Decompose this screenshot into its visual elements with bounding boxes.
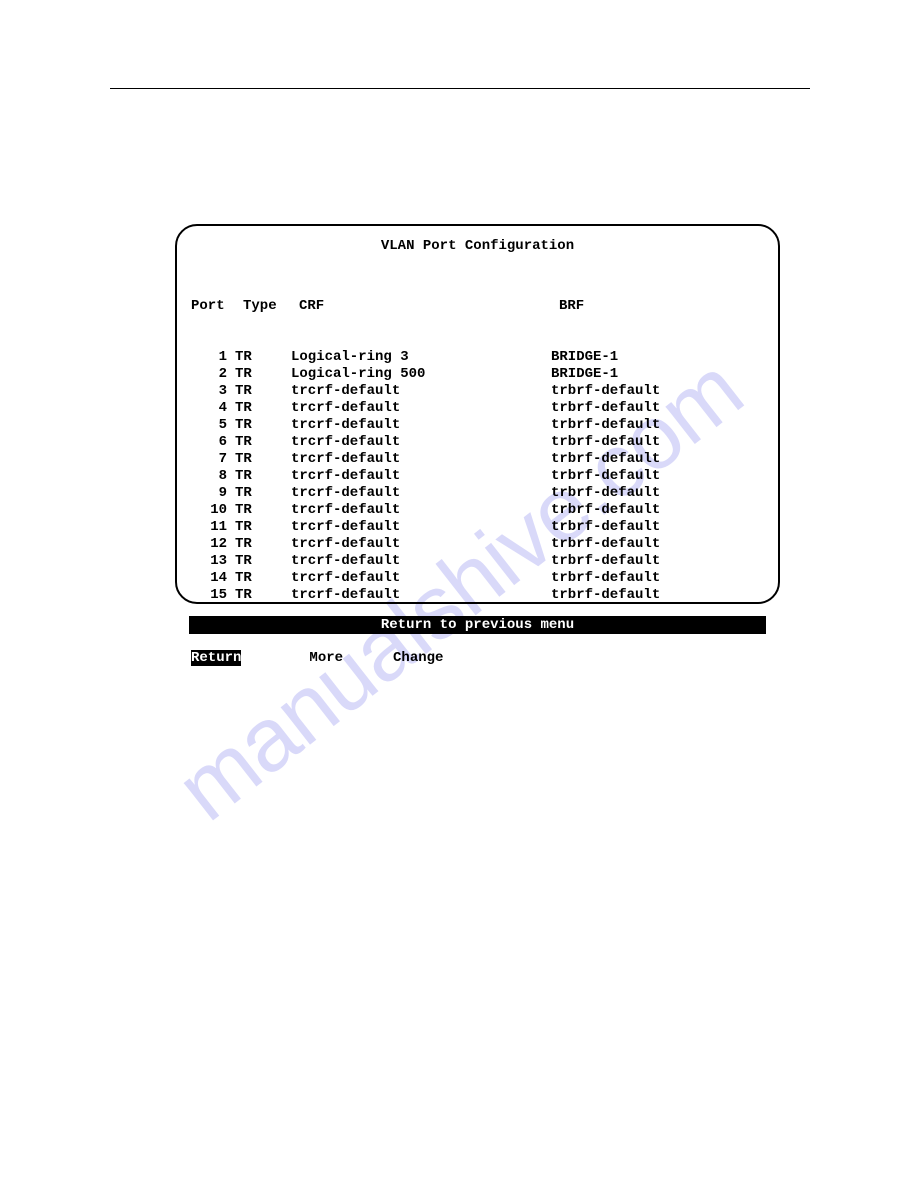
cell-type: TR	[235, 502, 291, 519]
cell-type: TR	[235, 349, 291, 366]
cell-brf: trbrf-default	[551, 400, 660, 417]
menu-row: Return More Change	[191, 650, 764, 667]
more-button[interactable]: More	[309, 650, 343, 666]
table-row: 10TRtrcrf-defaulttrbrf-default	[191, 502, 764, 519]
cell-crf: trcrf-default	[291, 468, 551, 485]
table-row: 4TRtrcrf-defaulttrbrf-default	[191, 400, 764, 417]
cell-brf: trbrf-default	[551, 570, 660, 587]
cell-brf: trbrf-default	[551, 536, 660, 553]
cell-port: 9	[191, 485, 235, 502]
cell-port: 6	[191, 434, 235, 451]
cell-crf: trcrf-default	[291, 451, 551, 468]
cell-brf: trbrf-default	[551, 451, 660, 468]
cell-crf: trcrf-default	[291, 519, 551, 536]
cell-port: 8	[191, 468, 235, 485]
table-row: 8TRtrcrf-defaulttrbrf-default	[191, 468, 764, 485]
cell-type: TR	[235, 434, 291, 451]
header-brf: BRF	[559, 298, 584, 315]
cell-type: TR	[235, 400, 291, 417]
terminal-screenshot: VLAN Port Configuration PortTypeCRFBRF 1…	[175, 224, 780, 634]
table-row: 9TRtrcrf-defaulttrbrf-default	[191, 485, 764, 502]
cell-port: 14	[191, 570, 235, 587]
cell-type: TR	[235, 587, 291, 604]
cell-crf: trcrf-default	[291, 383, 551, 400]
cell-brf: trbrf-default	[551, 519, 660, 536]
cell-type: TR	[235, 536, 291, 553]
cell-crf: Logical-ring 3	[291, 349, 551, 366]
table-row: 14TRtrcrf-defaulttrbrf-default	[191, 570, 764, 587]
cell-type: TR	[235, 366, 291, 383]
cell-crf: trcrf-default	[291, 536, 551, 553]
table-row: 7TRtrcrf-defaulttrbrf-default	[191, 451, 764, 468]
cell-port: 11	[191, 519, 235, 536]
cell-crf: trcrf-default	[291, 400, 551, 417]
header-port: Port	[191, 298, 243, 315]
table-row: 2TRLogical-ring 500BRIDGE-1	[191, 366, 764, 383]
return-button[interactable]: Return	[191, 650, 241, 666]
terminal-body: PortTypeCRFBRF 1TRLogical-ring 3BRIDGE-1…	[191, 264, 764, 701]
cell-crf: trcrf-default	[291, 417, 551, 434]
table-row: 11TRtrcrf-defaulttrbrf-default	[191, 519, 764, 536]
cell-crf: trcrf-default	[291, 587, 551, 604]
cell-crf: trcrf-default	[291, 570, 551, 587]
cell-type: TR	[235, 553, 291, 570]
cell-port: 3	[191, 383, 235, 400]
cell-port: 12	[191, 536, 235, 553]
cell-crf: trcrf-default	[291, 553, 551, 570]
cell-brf: trbrf-default	[551, 383, 660, 400]
cell-brf: trbrf-default	[551, 468, 660, 485]
terminal-box: VLAN Port Configuration PortTypeCRFBRF 1…	[175, 224, 780, 604]
cell-brf: trbrf-default	[551, 587, 660, 604]
table-row: 15TRtrcrf-defaulttrbrf-default	[191, 587, 764, 604]
header-type: Type	[243, 298, 299, 315]
cell-brf: trbrf-default	[551, 553, 660, 570]
cell-port: 10	[191, 502, 235, 519]
cell-brf: trbrf-default	[551, 434, 660, 451]
cell-crf: trcrf-default	[291, 485, 551, 502]
table-header-row: PortTypeCRFBRF	[191, 298, 764, 315]
cell-type: TR	[235, 451, 291, 468]
change-button[interactable]: Change	[393, 650, 443, 666]
cell-type: TR	[235, 485, 291, 502]
cell-port: 5	[191, 417, 235, 434]
cell-port: 4	[191, 400, 235, 417]
cell-port: 1	[191, 349, 235, 366]
cell-crf: Logical-ring 500	[291, 366, 551, 383]
header-crf: CRF	[299, 298, 559, 315]
cell-crf: trcrf-default	[291, 434, 551, 451]
cell-brf: trbrf-default	[551, 502, 660, 519]
cell-brf: BRIDGE-1	[551, 366, 618, 383]
header-rule	[110, 88, 810, 89]
cell-type: TR	[235, 519, 291, 536]
cell-type: TR	[235, 417, 291, 434]
cell-port: 15	[191, 587, 235, 604]
table-row: 13TRtrcrf-defaulttrbrf-default	[191, 553, 764, 570]
cell-type: TR	[235, 570, 291, 587]
cell-type: TR	[235, 468, 291, 485]
table-row: 3TRtrcrf-defaulttrbrf-default	[191, 383, 764, 400]
table-row: 12TRtrcrf-defaulttrbrf-default	[191, 536, 764, 553]
cell-port: 13	[191, 553, 235, 570]
cell-brf: trbrf-default	[551, 417, 660, 434]
cell-type: TR	[235, 383, 291, 400]
status-bar: Return to previous menu	[189, 616, 766, 634]
table-row: 6TRtrcrf-defaulttrbrf-default	[191, 434, 764, 451]
cell-brf: trbrf-default	[551, 485, 660, 502]
cell-brf: BRIDGE-1	[551, 349, 618, 366]
cell-port: 2	[191, 366, 235, 383]
terminal-title: VLAN Port Configuration	[191, 238, 764, 254]
cell-port: 7	[191, 451, 235, 468]
cell-crf: trcrf-default	[291, 502, 551, 519]
table-row: 1TRLogical-ring 3BRIDGE-1	[191, 349, 764, 366]
table-row: 5TRtrcrf-defaulttrbrf-default	[191, 417, 764, 434]
